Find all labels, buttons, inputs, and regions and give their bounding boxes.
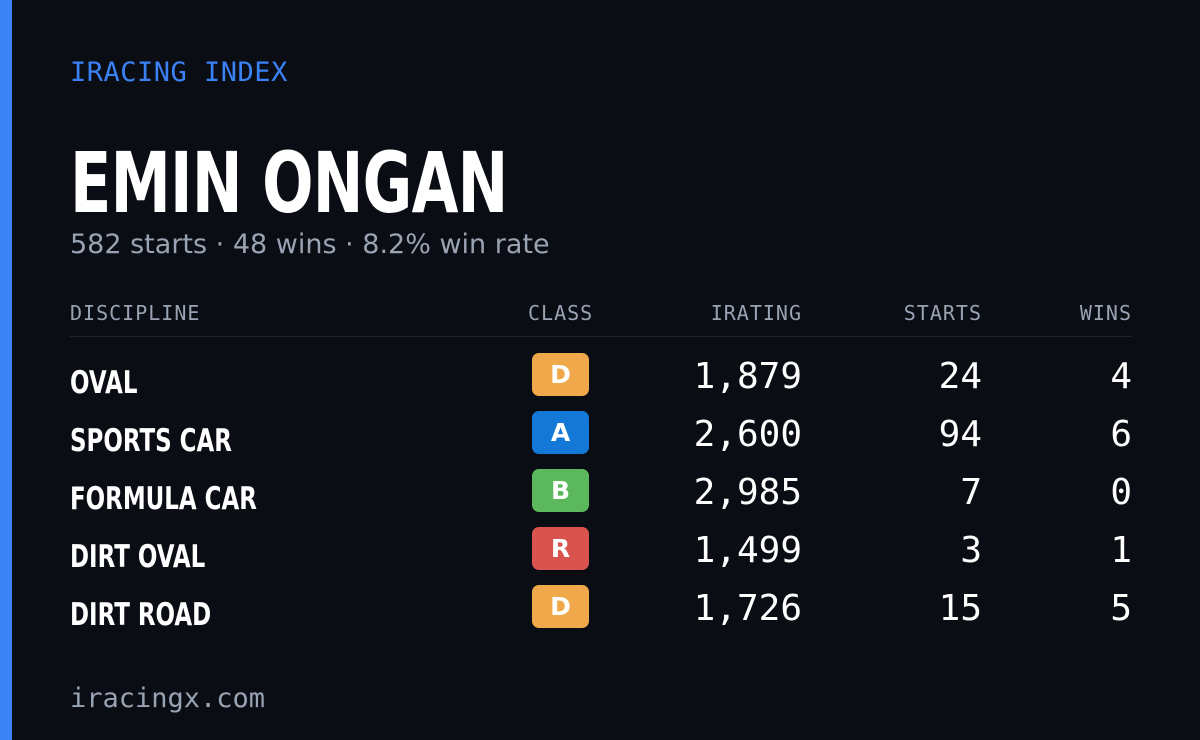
table-row: DIRT OVAL R 1,499 3 1 <box>70 527 1132 585</box>
irating-value: 2,600 <box>693 414 802 455</box>
column-header-class: CLASS <box>528 301 594 325</box>
column-header-starts: STARTS <box>903 301 982 325</box>
wins-value: 1 <box>1110 530 1132 571</box>
starts-value: 7 <box>960 472 982 513</box>
column-header-irating: IRATING <box>710 301 802 325</box>
irating-value: 1,726 <box>693 588 802 629</box>
discipline-name: DIRT ROAD <box>70 597 212 633</box>
wins-value: 0 <box>1110 472 1132 513</box>
license-class-badge: D <box>532 353 589 396</box>
table-row: FORMULA CAR B 2,985 7 0 <box>70 469 1132 527</box>
table-body: OVAL D 1,879 24 4 SPORTS CAR A 2,600 94 … <box>70 353 1132 643</box>
discipline-name: FORMULA CAR <box>70 481 257 517</box>
table-row: OVAL D 1,879 24 4 <box>70 353 1132 411</box>
accent-bar <box>0 0 12 740</box>
wins-value: 5 <box>1110 588 1132 629</box>
starts-value: 15 <box>938 588 982 629</box>
discipline-name: DIRT OVAL <box>70 539 206 575</box>
driver-name: EMIN ONGAN <box>70 134 508 232</box>
starts-value: 24 <box>938 356 982 397</box>
column-header-discipline: DISCIPLINE <box>70 301 201 325</box>
irating-value: 1,879 <box>693 356 802 397</box>
table-row: DIRT ROAD D 1,726 15 5 <box>70 585 1132 643</box>
starts-value: 3 <box>960 530 982 571</box>
table-row: SPORTS CAR A 2,600 94 6 <box>70 411 1132 469</box>
starts-value: 94 <box>938 414 982 455</box>
driver-summary: 582 starts · 48 wins · 8.2% win rate <box>70 229 550 260</box>
license-class-badge: A <box>532 411 589 454</box>
discipline-name: OVAL <box>70 365 138 401</box>
irating-value: 2,985 <box>693 472 802 513</box>
column-header-wins: WINS <box>1079 301 1132 325</box>
irating-value: 1,499 <box>693 530 802 571</box>
discipline-table: DISCIPLINE CLASS IRATING STARTS WINS OVA… <box>70 298 1132 643</box>
wins-value: 4 <box>1110 356 1132 397</box>
license-class-badge: B <box>532 469 589 512</box>
brand-label: IRACING INDEX <box>70 57 288 88</box>
table-header: DISCIPLINE CLASS IRATING STARTS WINS <box>70 298 1132 337</box>
license-class-badge: D <box>532 585 589 628</box>
site-link[interactable]: iracingx.com <box>70 683 266 714</box>
discipline-name: SPORTS CAR <box>70 423 232 459</box>
wins-value: 6 <box>1110 414 1132 455</box>
license-class-badge: R <box>532 527 589 570</box>
